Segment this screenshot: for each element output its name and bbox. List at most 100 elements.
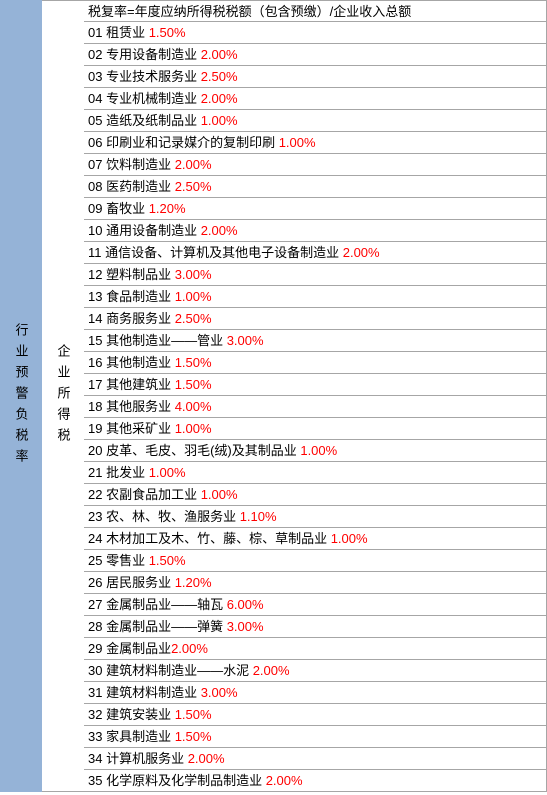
row-rate: 1.00%: [175, 289, 212, 304]
row-rate: 2.00%: [201, 223, 238, 238]
row-label: 14 商务服务业: [88, 311, 175, 326]
row-label: 17 其他建筑业: [88, 377, 175, 392]
row-label: 05 造纸及纸制品业: [88, 113, 201, 128]
table-row: 18 其他服务业 4.00%: [84, 396, 547, 418]
row-rate: 3.00%: [201, 685, 238, 700]
table-row: 06 印刷业和记录媒介的复制印刷 1.00%: [84, 132, 547, 154]
table-row: 22 农副食品加工业 1.00%: [84, 484, 547, 506]
row-rate: 1.50%: [149, 553, 186, 568]
row-rate: 1.00%: [300, 443, 337, 458]
row-rate: 1.00%: [279, 135, 316, 150]
row-label: 25 零售业: [88, 553, 149, 568]
table-row: 33 家具制造业 1.50%: [84, 726, 547, 748]
row-label: 19 其他采矿业: [88, 421, 175, 436]
row-rate: 2.00%: [253, 663, 290, 678]
left-header-text: 行业预警负税率: [12, 323, 31, 470]
row-label: 34 计算机服务业: [88, 751, 188, 766]
row-label: 24 木材加工及木、竹、藤、棕、草制品业: [88, 531, 331, 546]
row-rate: 3.00%: [227, 333, 264, 348]
row-rate: 3.00%: [175, 267, 212, 282]
table-row: 07 饮料制造业 2.00%: [84, 154, 547, 176]
row-label: 28 金属制品业——弹簧: [88, 619, 227, 634]
row-label: 09 畜牧业: [88, 201, 149, 216]
row-rate: 4.00%: [175, 399, 212, 414]
table-row: 23 农、林、牧、渔服务业 1.10%: [84, 506, 547, 528]
table-row: 08 医药制造业 2.50%: [84, 176, 547, 198]
table-row: 30 建筑材料制造业——水泥 2.00%: [84, 660, 547, 682]
row-label: 08 医药制造业: [88, 179, 175, 194]
row-rate: 3.00%: [227, 619, 264, 634]
row-label: 07 饮料制造业: [88, 157, 175, 172]
table-row: 13 食品制造业 1.00%: [84, 286, 547, 308]
row-label: 21 批发业: [88, 465, 149, 480]
row-label: 32 建筑安装业: [88, 707, 175, 722]
table-row: 27 金属制品业——轴瓦 6.00%: [84, 594, 547, 616]
row-label: 16 其他制造业: [88, 355, 175, 370]
row-rate: 2.50%: [175, 179, 212, 194]
data-column: 税复率=年度应纳所得税税额（包含预缴）/企业收入总额01 租赁业 1.50%02…: [84, 0, 547, 792]
table-row: 31 建筑材料制造业 3.00%: [84, 682, 547, 704]
table-row: 28 金属制品业——弹簧 3.00%: [84, 616, 547, 638]
row-label: 01 租赁业: [88, 25, 149, 40]
row-label: 29 金属制品业: [88, 641, 171, 656]
row-rate: 2.00%: [171, 641, 208, 656]
row-label: 30 建筑材料制造业——水泥: [88, 663, 253, 678]
formula-row: 税复率=年度应纳所得税税额（包含预缴）/企业收入总额: [84, 0, 547, 22]
table-row: 20 皮革、毛皮、羽毛(绒)及其制品业 1.00%: [84, 440, 547, 462]
row-label: 03 专业技术服务业: [88, 69, 201, 84]
row-label: 20 皮革、毛皮、羽毛(绒)及其制品业: [88, 443, 300, 458]
row-rate: 1.10%: [240, 509, 277, 524]
row-label: 13 食品制造业: [88, 289, 175, 304]
row-rate: 2.00%: [201, 47, 238, 62]
row-label: 04 专业机械制造业: [88, 91, 201, 106]
row-label: 02 专用设备制造业: [88, 47, 201, 62]
row-label: 33 家具制造业: [88, 729, 175, 744]
table-row: 21 批发业 1.00%: [84, 462, 547, 484]
table-row: 32 建筑安装业 1.50%: [84, 704, 547, 726]
row-rate: 1.00%: [149, 465, 186, 480]
table-row: 24 木材加工及木、竹、藤、棕、草制品业 1.00%: [84, 528, 547, 550]
row-rate: 1.50%: [149, 25, 186, 40]
table-row: 04 专业机械制造业 2.00%: [84, 88, 547, 110]
row-label: 18 其他服务业: [88, 399, 175, 414]
row-rate: 2.00%: [266, 773, 303, 788]
table-row: 01 租赁业 1.50%: [84, 22, 547, 44]
table-row: 29 金属制品业2.00%: [84, 638, 547, 660]
row-label: 31 建筑材料制造业: [88, 685, 201, 700]
row-rate: 1.20%: [149, 201, 186, 216]
row-rate: 1.00%: [201, 487, 238, 502]
table-row: 34 计算机服务业 2.00%: [84, 748, 547, 770]
row-rate: 1.50%: [175, 707, 212, 722]
table-row: 03 专业技术服务业 2.50%: [84, 66, 547, 88]
table-row: 25 零售业 1.50%: [84, 550, 547, 572]
table-row: 15 其他制造业——管业 3.00%: [84, 330, 547, 352]
row-label: 26 居民服务业: [88, 575, 175, 590]
table-row: 17 其他建筑业 1.50%: [84, 374, 547, 396]
table-row: 35 化学原料及化学制品制造业 2.00%: [84, 770, 547, 792]
row-rate: 1.00%: [201, 113, 238, 128]
row-rate: 1.00%: [175, 421, 212, 436]
table-row: 26 居民服务业 1.20%: [84, 572, 547, 594]
row-rate: 2.00%: [188, 751, 225, 766]
table-row: 12 塑料制品业 3.00%: [84, 264, 547, 286]
table-row: 16 其他制造业 1.50%: [84, 352, 547, 374]
left-header-column: 行业预警负税率: [0, 0, 42, 792]
row-rate: 1.20%: [175, 575, 212, 590]
row-rate: 2.00%: [175, 157, 212, 172]
row-label: 10 通用设备制造业: [88, 223, 201, 238]
row-rate: 2.00%: [201, 91, 238, 106]
row-rate: 1.50%: [175, 729, 212, 744]
mid-header-column: 企业所得税: [42, 0, 84, 792]
table-row: 10 通用设备制造业 2.00%: [84, 220, 547, 242]
row-label: 35 化学原料及化学制品制造业: [88, 773, 266, 788]
row-label: 15 其他制造业——管业: [88, 333, 227, 348]
table-row: 19 其他采矿业 1.00%: [84, 418, 547, 440]
row-rate: 2.50%: [201, 69, 238, 84]
mid-header-text: 企业所得税: [54, 344, 73, 449]
table-row: 09 畜牧业 1.20%: [84, 198, 547, 220]
tax-rate-table: 行业预警负税率 企业所得税 税复率=年度应纳所得税税额（包含预缴）/企业收入总额…: [0, 0, 547, 792]
table-row: 02 专用设备制造业 2.00%: [84, 44, 547, 66]
row-rate: 1.50%: [175, 355, 212, 370]
row-rate: 1.00%: [331, 531, 368, 546]
table-row: 11 通信设备、计算机及其他电子设备制造业 2.00%: [84, 242, 547, 264]
